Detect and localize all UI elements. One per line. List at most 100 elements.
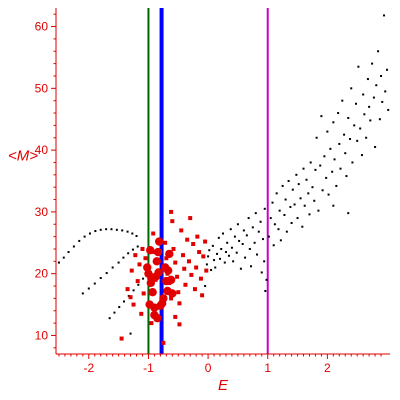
red-square-point [171, 246, 176, 251]
red-dot-point [153, 313, 162, 323]
black-point [365, 136, 368, 139]
y-tick-label: 10 [35, 328, 49, 342]
y-tick-label: 30 [35, 205, 49, 219]
red-dot-point [146, 246, 155, 255]
black-point [338, 142, 341, 145]
black-point [136, 245, 139, 248]
red-square-point [137, 262, 142, 267]
red-square-point [140, 246, 145, 251]
red-square-point [176, 290, 181, 295]
black-point [67, 251, 70, 254]
black-point [380, 74, 383, 77]
black-point [344, 152, 347, 155]
black-point [378, 118, 381, 121]
black-point [375, 84, 378, 87]
black-point [327, 193, 330, 196]
black-point [319, 164, 322, 167]
y-tick-label: 60 [35, 20, 49, 34]
black-point [244, 256, 247, 259]
black-point [272, 244, 275, 247]
black-point [222, 232, 224, 235]
black-point [113, 311, 116, 314]
black-point [122, 300, 125, 303]
red-dot-point [166, 275, 176, 285]
red-square-point [149, 321, 154, 326]
black-point [118, 306, 121, 309]
black-point [293, 203, 296, 206]
black-point [278, 209, 281, 212]
red-square-point [195, 234, 200, 239]
black-point [357, 65, 360, 68]
black-points-layer [57, 14, 390, 335]
black-point [261, 238, 264, 241]
red-square-point [185, 237, 190, 242]
black-point [210, 268, 213, 271]
black-point [303, 204, 306, 207]
black-point [265, 278, 268, 281]
black-point [313, 199, 316, 202]
black-point [117, 261, 120, 264]
red-square-point [164, 256, 169, 261]
black-point [105, 272, 108, 275]
black-point [308, 213, 311, 216]
black-point [290, 222, 293, 225]
black-point [321, 189, 324, 192]
red-square-point [125, 287, 130, 292]
black-point [374, 146, 377, 149]
red-square-point [151, 231, 156, 236]
black-point [323, 155, 326, 158]
black-point [320, 115, 323, 118]
black-point [78, 239, 81, 242]
black-point [229, 228, 232, 231]
black-point [301, 225, 304, 228]
black-point [309, 161, 312, 164]
black-point [88, 232, 91, 235]
red-dot-point [154, 268, 163, 277]
black-point [232, 260, 235, 263]
black-point [386, 68, 389, 71]
black-point [216, 252, 219, 255]
black-point [362, 93, 365, 96]
black-point [233, 235, 236, 238]
black-point [341, 99, 344, 102]
red-square-point [203, 239, 208, 244]
black-point [241, 243, 244, 246]
black-point [135, 234, 138, 237]
black-point [377, 50, 380, 53]
red-square-point [141, 291, 146, 296]
x-tick-label: 2 [324, 361, 331, 375]
black-point [384, 90, 387, 93]
black-point [273, 223, 276, 226]
red-square-point [192, 287, 197, 292]
red-square-point [204, 268, 209, 273]
black-point [110, 228, 113, 231]
black-point [129, 332, 132, 335]
black-point [356, 139, 359, 142]
red-dots-layer [143, 237, 177, 323]
black-point [126, 230, 129, 233]
black-point [271, 201, 274, 204]
black-point [108, 317, 111, 320]
black-point [347, 116, 350, 119]
red-square-point [161, 340, 166, 345]
black-point [254, 212, 257, 215]
red-dot-point [153, 247, 163, 257]
red-dot-point [159, 294, 168, 303]
black-point [224, 251, 227, 254]
black-point [239, 267, 242, 270]
red-square-point [143, 256, 148, 261]
black-point [230, 246, 233, 249]
black-point [131, 232, 134, 235]
black-point [311, 186, 314, 189]
black-point [226, 241, 229, 244]
black-point [343, 133, 346, 136]
black-point [131, 248, 134, 251]
black-point [307, 192, 310, 195]
black-point [383, 14, 386, 17]
black-point [275, 192, 278, 195]
red-dot-point [163, 266, 173, 275]
black-point [253, 241, 256, 244]
red-dot-point [154, 237, 164, 246]
black-point [204, 285, 207, 288]
black-point [355, 102, 358, 105]
